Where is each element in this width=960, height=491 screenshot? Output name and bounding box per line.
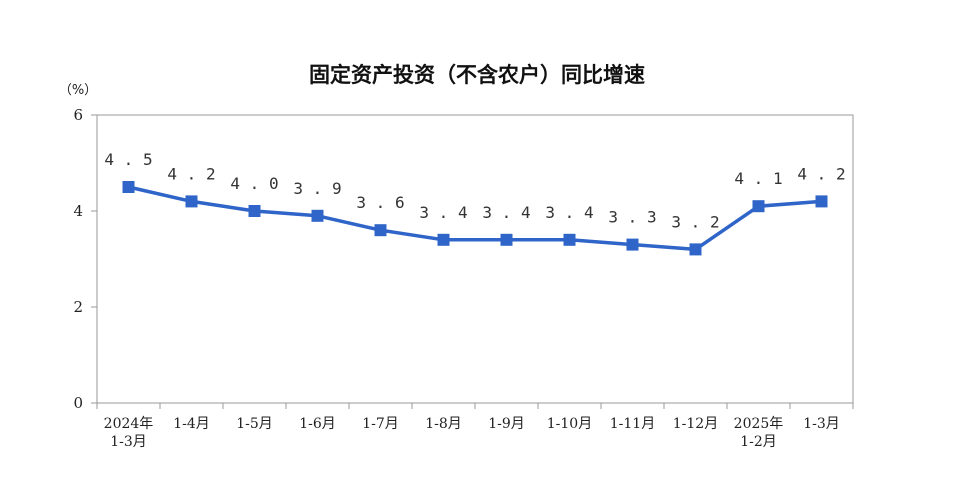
chart-title: 固定资产投资（不含农户）同比增速 — [309, 63, 645, 87]
data-label: 3 . 3 — [608, 208, 656, 227]
data-label: 4 . 5 — [104, 150, 152, 169]
data-label: 4 . 1 — [734, 169, 782, 188]
y-axis-ticks: 0 2 4 6 — [73, 106, 97, 412]
y-tick-label: 4 — [73, 202, 83, 220]
x-tick-label: 1-3月 — [110, 434, 147, 450]
y-tick-label: 0 — [73, 394, 83, 412]
data-label: 3 . 4 — [545, 203, 593, 222]
x-tick-label: 2024年 — [104, 416, 154, 432]
x-tick-label: 1-3月 — [803, 416, 840, 432]
data-point-marker — [563, 233, 576, 246]
data-point-marker — [248, 205, 261, 217]
data-label: 3 . 4 — [419, 203, 467, 222]
data-point-marker — [311, 209, 324, 222]
x-tick-label: 1-7月 — [362, 416, 399, 432]
series-layer — [122, 181, 828, 256]
x-tick-label: 1-10月 — [547, 416, 592, 432]
data-point-marker — [185, 195, 198, 208]
x-tick-label: 1-9月 — [488, 416, 525, 432]
y-axis-unit-label: （%） — [59, 83, 97, 98]
x-tick-label: 1-11月 — [610, 416, 655, 432]
data-point-marker — [689, 243, 702, 256]
x-tick-label: 1-2月 — [740, 434, 777, 450]
data-point-marker — [815, 195, 828, 208]
data-label: 3 . 6 — [356, 193, 404, 212]
x-tick-label: 1-6月 — [299, 416, 336, 432]
data-label: 4 . 0 — [230, 174, 278, 193]
data-label: 3 . 9 — [293, 179, 341, 198]
x-axis-ticks: 2024年 1-3月 1-4月 1-5月 1-6月 1-7月 1-8月 1-9月 1-10月 1-… — [96, 403, 854, 450]
data-label: 3 . 2 — [671, 212, 719, 231]
x-tick-label: 1-5月 — [236, 416, 273, 432]
plot-area-frame — [96, 114, 854, 404]
data-point-marker — [626, 238, 639, 251]
x-tick-label: 1-8月 — [425, 416, 462, 432]
y-tick-label: 2 — [73, 298, 83, 316]
data-point-marker — [752, 200, 765, 213]
data-label-layer: 4 . 5 4 . 2 4 . 0 3 . 9 3 . 6 3 . 4 3 . 4 3 . 4… — [104, 150, 845, 231]
data-label: 3 . 4 — [482, 203, 530, 222]
data-label: 4 . 2 — [797, 164, 845, 183]
data-point-marker — [122, 181, 135, 193]
x-tick-label: 1-4月 — [173, 416, 210, 432]
data-point-marker — [437, 233, 450, 246]
data-point-marker — [374, 224, 387, 237]
x-tick-label: 1-12月 — [673, 416, 718, 432]
data-point-marker — [500, 233, 513, 246]
y-tick-label: 6 — [73, 106, 83, 124]
data-label: 4 . 2 — [167, 164, 215, 183]
series-line — [128, 185, 822, 252]
x-tick-label: 2025年 — [734, 416, 784, 432]
